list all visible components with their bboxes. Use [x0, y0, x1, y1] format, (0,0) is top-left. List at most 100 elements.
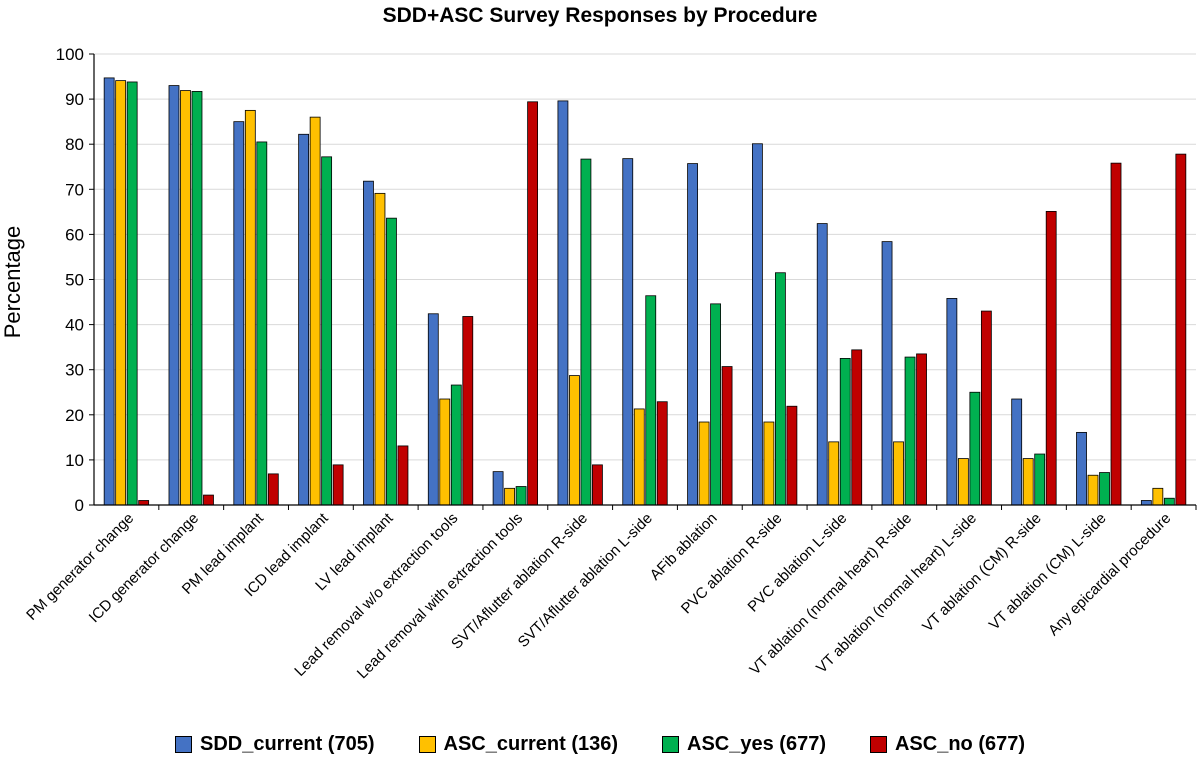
bar-sdd-current [233, 121, 245, 506]
bar-asc-no [527, 101, 539, 506]
bar-asc-yes [710, 303, 721, 506]
bar-asc-yes [515, 486, 527, 506]
bar-asc-current [1022, 458, 1034, 506]
bar-sdd-current [816, 223, 828, 506]
bar-asc-current [957, 458, 969, 506]
bar-asc-yes [386, 217, 397, 506]
bar-asc-current [115, 80, 127, 506]
bar-asc-no [203, 494, 214, 506]
bar-asc-no [267, 473, 279, 506]
bar-sdd-current [1011, 398, 1023, 506]
legend-label: SDD_current (705) [199, 733, 375, 755]
y-axis-label: Percentage [0, 226, 25, 339]
legend-swatch [418, 736, 436, 753]
x-tick-label: VT ablation (CM) R-side [919, 510, 1045, 636]
x-tick-label: Any epicardial procedure [1045, 510, 1174, 639]
bar-sdd-current [881, 241, 893, 506]
y-tick-label: 70 [65, 180, 84, 199]
bar-sdd-current [363, 180, 374, 506]
legend-label: ASC_no (677) [894, 733, 1026, 755]
legend-swatch [869, 736, 887, 753]
bar-asc-current [633, 408, 645, 506]
y-tick-label: 100 [56, 45, 84, 64]
legend-swatch [662, 736, 680, 753]
bar-asc-no [138, 500, 150, 506]
chart-title: SDD+ASC Survey Responses by Procedure [382, 4, 818, 27]
legend-swatch [174, 736, 192, 753]
bar-asc-no [980, 310, 992, 506]
bar-asc-current [309, 116, 321, 506]
y-tick-label: 90 [65, 90, 84, 109]
legend-label: ASC_current (136) [443, 733, 619, 755]
bar-sdd-current [103, 77, 115, 506]
bar-asc-yes [969, 391, 981, 506]
bar-asc-current [763, 421, 775, 506]
bar-sdd-current [557, 100, 569, 506]
bar-asc-no [1175, 153, 1187, 506]
bar-asc-yes [1034, 453, 1046, 506]
y-tick-label: 40 [65, 316, 84, 335]
bar-asc-yes [126, 81, 138, 506]
bar-sdd-current [427, 313, 439, 506]
x-tick-label: PM generator change [23, 510, 137, 624]
legend: SDD_current (705) ASC_current (136) ASC_ye… [0, 733, 1200, 756]
y-tick-label: 10 [65, 451, 84, 470]
bar-asc-no [851, 349, 863, 506]
bar-asc-yes [450, 384, 462, 506]
bar-sdd-current [622, 158, 634, 506]
y-tick-labels: 0 10 20 30 40 50 60 70 80 90 100 [56, 45, 84, 515]
bar-asc-current [1087, 474, 1099, 506]
bar-asc-yes [580, 158, 592, 506]
bar-sdd-current [687, 163, 698, 506]
bar-asc-current [504, 487, 516, 506]
legend-item: ASC_current (136) [418, 733, 619, 756]
bar-asc-current [374, 192, 386, 506]
bar-sdd-current [1076, 431, 1087, 506]
bar-sdd-current [168, 85, 180, 506]
bar-asc-yes [191, 91, 203, 506]
bar-asc-yes [774, 272, 786, 506]
bar-asc-yes [321, 156, 333, 506]
bar-asc-current [1152, 487, 1164, 506]
bar-asc-no [592, 464, 603, 506]
bar-asc-no [397, 445, 409, 506]
y-tick-label: 60 [65, 225, 84, 244]
y-tick-label: 0 [75, 496, 84, 515]
legend-item: ASC_no (677) [869, 733, 1026, 756]
bar-asc-yes [1099, 472, 1110, 506]
bar-sdd-current [492, 471, 504, 506]
x-tick-label: ICD generator change [86, 510, 202, 626]
bar-asc-no [1110, 162, 1122, 506]
bar-sdd-current [298, 133, 310, 506]
bar-asc-no [916, 353, 927, 506]
bar-asc-no [1045, 210, 1057, 506]
axes [93, 54, 1197, 510]
bar-asc-no [462, 316, 474, 506]
legend-label: ASC_yes (677) [687, 733, 826, 755]
bar-asc-yes [1163, 497, 1175, 506]
bar-asc-current [698, 421, 710, 506]
y-tick-label: 20 [65, 406, 84, 425]
bar-asc-yes [256, 141, 268, 506]
legend-item: SDD_current (705) [174, 733, 375, 756]
bars [103, 77, 1187, 506]
bar-asc-no [656, 401, 668, 506]
x-tick-label: SVT/Aflutter ablation L-side [515, 510, 656, 651]
bar-sdd-current [1140, 500, 1152, 506]
bar-asc-current [893, 441, 904, 506]
bar-asc-current [439, 398, 451, 506]
y-tick-label: 50 [65, 271, 84, 290]
y-tick-label: 30 [65, 361, 84, 380]
bar-asc-current [244, 109, 256, 506]
x-tick-label: SVT/Aflutter ablation R-side [448, 510, 591, 653]
legend-item: ASC_yes (677) [662, 733, 826, 756]
bar-asc-current [569, 375, 580, 506]
bar-asc-no [721, 366, 733, 506]
bar-asc-no [786, 405, 798, 506]
bar-sdd-current [751, 143, 763, 506]
bar-asc-current [828, 441, 840, 506]
bar-asc-yes [839, 358, 851, 506]
x-tick-label: VT ablation (CM) L-side [986, 510, 1110, 634]
bar-asc-yes [904, 356, 916, 506]
